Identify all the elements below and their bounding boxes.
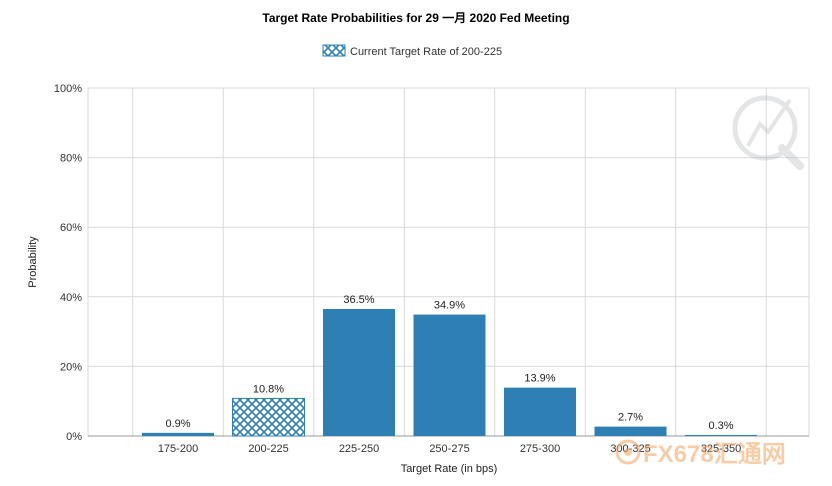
data-label-300-325: 2.7% [618, 412, 643, 424]
chart-title: Target Rate Probabilities for 29 一月 2020… [262, 11, 569, 25]
bar-175-200 [142, 432, 214, 436]
watermark-fx678: FX678汇通网 [615, 439, 786, 468]
bar-250-275 [413, 314, 486, 436]
y-tick-label: 60% [60, 222, 82, 234]
x-tick-label: 250-275 [429, 443, 469, 455]
bar-325-350 [685, 434, 757, 436]
y-tick-label: 40% [60, 292, 82, 304]
legend-swatch [322, 44, 346, 57]
bar-225-250 [323, 308, 395, 436]
x-axis-ticks: 175-200200-225225-250250-275275-300300-3… [158, 443, 741, 455]
x-tick-label: 225-250 [339, 443, 379, 455]
legend: Current Target Rate of 200-225 [322, 44, 502, 58]
data-label-325-350: 0.3% [708, 420, 733, 432]
x-tick-label: 275-300 [520, 443, 560, 455]
x-axis-title: Target Rate (in bps) [401, 463, 498, 475]
y-tick-label: 100% [54, 83, 82, 95]
legend-label: Current Target Rate of 200-225 [350, 46, 502, 58]
x-tick-label: 200-225 [248, 443, 288, 455]
y-tick-label: 0% [66, 431, 82, 443]
data-label-225-250: 36.5% [343, 294, 374, 306]
watermark-logo [732, 95, 804, 170]
bars: 0.9% 10.8% 36.5% 34.9% 13.9% 2.7% 0.3% [142, 294, 757, 437]
data-label-250-275: 34.9% [434, 300, 465, 312]
y-axis-title: Probability [27, 236, 39, 288]
y-tick-label: 20% [60, 361, 82, 373]
bar-300-325 [594, 426, 667, 436]
x-tick-label: 175-200 [158, 443, 198, 455]
data-label-175-200: 0.9% [165, 418, 190, 430]
bar-275-300 [504, 387, 576, 436]
data-label-200-225: 10.8% [253, 383, 284, 395]
bar-200-225 [232, 397, 305, 437]
data-label-275-300: 13.9% [524, 373, 555, 385]
y-tick-label: 80% [60, 153, 82, 165]
y-axis-ticks: 0% 20% 40% 60% 80% 100% [54, 83, 82, 443]
watermark-text: FX678汇通网 [643, 441, 786, 468]
x-tick-label: 325-350 [701, 443, 741, 455]
